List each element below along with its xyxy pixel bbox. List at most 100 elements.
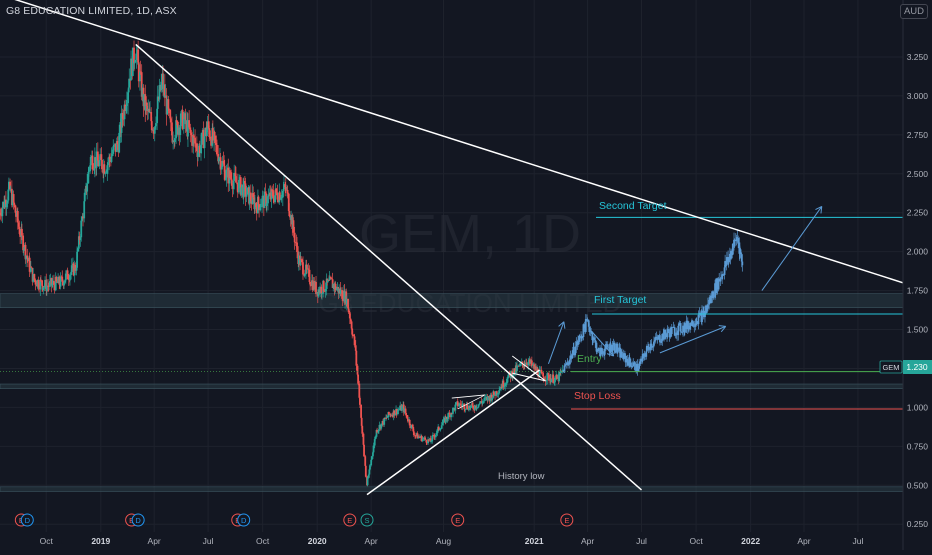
event-marker-dividend[interactable]: D [131, 513, 145, 527]
projection-arrow [761, 206, 823, 291]
y-tick-label: 0.250 [907, 519, 929, 529]
candle-body [463, 403, 466, 410]
candle-body [229, 170, 231, 179]
candle-body [644, 356, 646, 357]
candle-body [124, 104, 127, 112]
candle-body [338, 288, 341, 294]
candle-body [714, 283, 717, 293]
candle-body [45, 279, 48, 292]
candle-body [406, 415, 409, 419]
candle-body [97, 160, 100, 167]
candle-body [169, 118, 172, 123]
candle-body [64, 280, 67, 283]
candle-body [250, 201, 253, 204]
candle-body [7, 189, 10, 201]
candle-body [719, 278, 722, 282]
candle-body [464, 408, 467, 410]
candle-body [519, 363, 521, 367]
event-marker-earnings[interactable]: E [560, 513, 574, 527]
candle-body [507, 372, 510, 378]
candle-body [431, 435, 434, 436]
candle-body [332, 283, 335, 288]
event-markers[interactable]: EDEDEDESEE [14, 513, 574, 527]
candle-body [680, 331, 683, 333]
candle-body [174, 138, 176, 142]
candle-body [722, 275, 725, 276]
candle-body [72, 263, 75, 276]
x-tick-label: Aug [436, 536, 451, 546]
candle-body [600, 347, 603, 352]
candle-body [650, 343, 653, 348]
candle-body [255, 207, 258, 214]
candle-body [344, 291, 346, 303]
candle-body [39, 279, 42, 290]
event-marker-label: D [25, 516, 31, 525]
event-marker-label: D [241, 516, 247, 525]
candle-body [224, 177, 227, 180]
candle-body [191, 134, 194, 146]
candle-body [540, 370, 543, 373]
candle-body [81, 216, 84, 221]
candle-body [460, 404, 463, 407]
candle-body [272, 191, 275, 199]
candle-body [363, 444, 365, 457]
candle-body [530, 360, 533, 366]
candle-body [368, 469, 371, 475]
candle-body [207, 121, 210, 129]
candle-body [271, 189, 274, 192]
candle-body [297, 255, 300, 265]
candle-body [200, 144, 202, 154]
candle-body [575, 341, 578, 347]
y-tick-label: 3.250 [907, 52, 929, 62]
candle-body [214, 135, 217, 143]
candle-body [217, 154, 220, 162]
x-tick-label: Oct [256, 536, 270, 546]
candle-body [311, 280, 314, 291]
candle-body [404, 408, 407, 414]
event-marker-earnings[interactable]: E [343, 513, 357, 527]
event-marker-split[interactable]: S [360, 513, 374, 527]
candle-body [472, 405, 475, 409]
candle-body [177, 127, 180, 135]
candle-body [593, 337, 596, 341]
candle-body [334, 283, 337, 291]
candle-body [568, 359, 571, 365]
candle-body [422, 438, 425, 440]
candle-body [351, 328, 354, 335]
candle-body [442, 419, 445, 423]
triangle-pattern [511, 355, 546, 382]
candle-body [616, 343, 619, 352]
candle-body [599, 347, 602, 357]
candle-body [591, 331, 594, 341]
candle-body [462, 403, 464, 405]
event-marker-dividend[interactable]: D [237, 513, 251, 527]
candle-body [130, 58, 132, 81]
candle-body [468, 405, 470, 411]
candle-body [19, 233, 22, 237]
candle-body [686, 320, 689, 330]
candle-body [395, 409, 398, 415]
candle-body [586, 320, 589, 321]
candle-body [631, 365, 634, 367]
candle-body [147, 108, 150, 112]
candle-body [411, 424, 414, 428]
candle-body [145, 102, 148, 106]
candle-body [63, 282, 65, 286]
candle-body [188, 120, 191, 128]
candle-body [340, 290, 342, 294]
candle-body [659, 335, 661, 343]
event-marker-earnings[interactable]: E [451, 513, 465, 527]
candle-body [517, 365, 520, 367]
candle-body [258, 204, 261, 211]
projection-arrowhead [815, 206, 822, 210]
candle-body [223, 165, 226, 180]
candle-body [227, 167, 230, 184]
candle-body [402, 404, 405, 413]
currency-badge[interactable]: AUD [899, 4, 928, 19]
candle-body [249, 192, 252, 202]
candle-body [246, 187, 249, 195]
event-marker-dividend[interactable]: D [20, 513, 34, 527]
candle-body [155, 123, 157, 127]
